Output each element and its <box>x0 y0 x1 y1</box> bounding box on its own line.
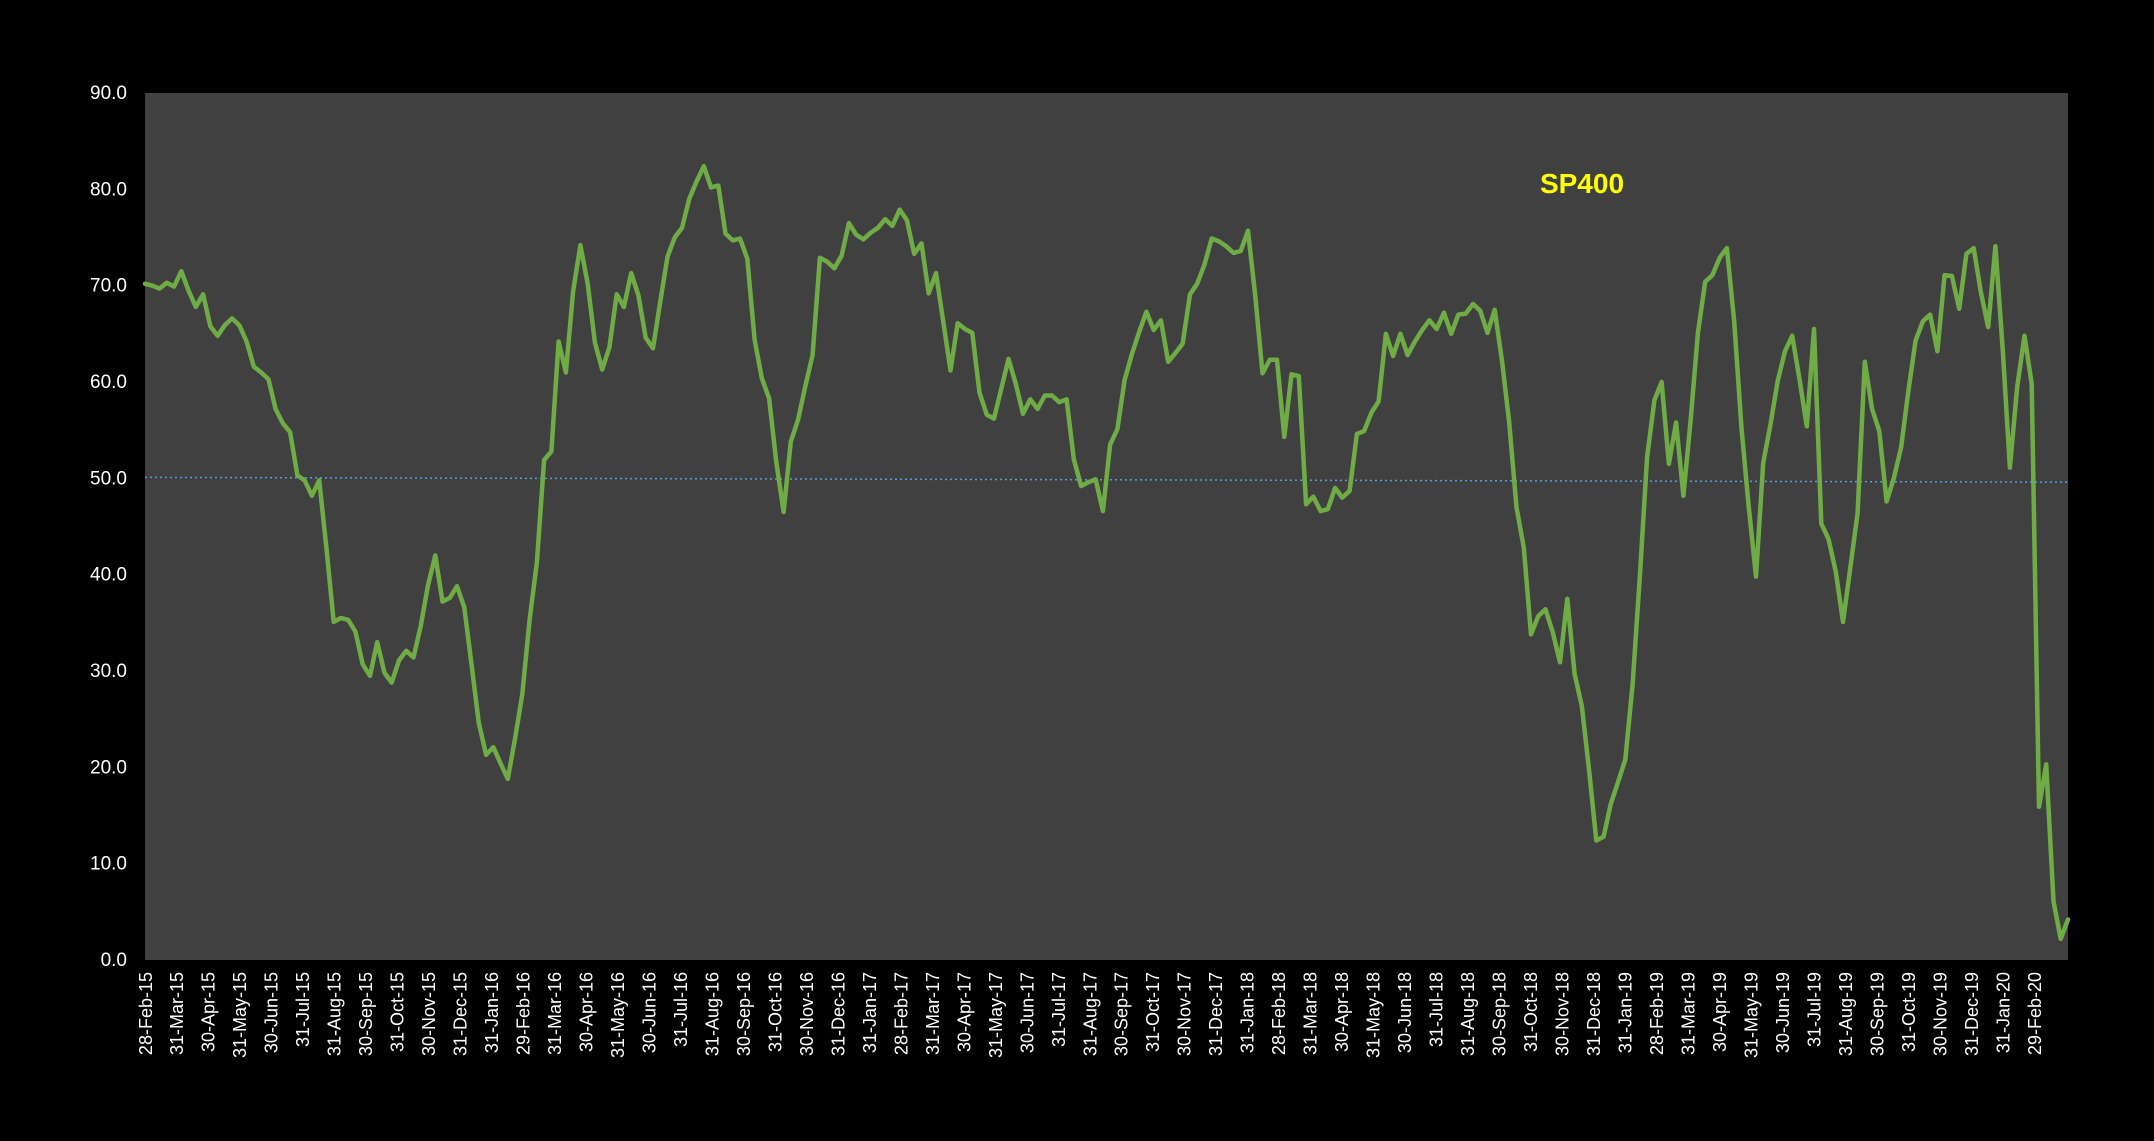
x-tick-label: 30-Apr-15 <box>199 972 219 1052</box>
x-tick-label: 28-Feb-17 <box>891 972 911 1055</box>
x-tick-label: 31-Aug-18 <box>1458 972 1478 1056</box>
x-tick-label: 31-Mar-15 <box>167 972 187 1055</box>
y-tick-label: 60.0 <box>90 372 127 393</box>
x-tick-label: 31-Aug-16 <box>702 972 722 1056</box>
x-tick-label: 31-May-19 <box>1741 972 1761 1058</box>
x-tick-label: 31-May-16 <box>608 972 628 1058</box>
series-layer <box>142 163 2071 942</box>
x-tick-label: 31-Oct-19 <box>1899 972 1919 1052</box>
x-tick-label: 30-Sep-16 <box>734 972 754 1056</box>
x-tick-label: 31-Jan-19 <box>1615 972 1635 1053</box>
x-tick-label: 30-Sep-15 <box>356 972 376 1056</box>
y-tick-label: 70.0 <box>90 276 127 297</box>
y-axis: 0.0 10.0 20.0 30.0 40.0 50.0 60.0 70.0 80.0 90.0 <box>90 83 127 971</box>
x-tick-label: 28-Feb-15 <box>136 972 156 1055</box>
y-tick-label: 0.0 <box>101 950 127 971</box>
x-tick-label: 31-Dec-19 <box>1962 972 1982 1056</box>
y-tick-label: 10.0 <box>90 854 127 875</box>
x-tick-label: 31-May-15 <box>230 972 250 1058</box>
x-tick-label: 31-Dec-18 <box>1584 972 1604 1056</box>
x-tick-label: 29-Feb-16 <box>514 972 534 1055</box>
x-tick-label: 31-May-18 <box>1364 972 1384 1058</box>
x-tick-label: 31-Jul-19 <box>1804 972 1824 1047</box>
x-tick-label: 30-Nov-16 <box>797 972 817 1056</box>
x-tick-label: 31-Jul-18 <box>1427 972 1447 1047</box>
x-tick-label: 31-Aug-19 <box>1836 972 1856 1056</box>
x-tick-label: 31-Jul-17 <box>1049 972 1069 1047</box>
x-tick-label: 30-Sep-19 <box>1867 972 1887 1056</box>
x-tick-label: 31-Oct-15 <box>388 972 408 1052</box>
x-tick-label: 31-May-17 <box>986 972 1006 1058</box>
x-tick-label: 30-Jun-15 <box>262 972 282 1053</box>
plot-area <box>145 93 2068 960</box>
x-tick-label: 31-Jan-20 <box>1993 972 2013 1053</box>
y-tick-label: 90.0 <box>90 83 127 104</box>
x-tick-label: 30-Nov-19 <box>1930 972 1950 1056</box>
x-tick-label: 31-Dec-15 <box>451 972 471 1056</box>
x-tick-label: 31-Dec-17 <box>1206 972 1226 1056</box>
x-tick-label: 30-Jun-19 <box>1773 972 1793 1053</box>
x-tick-label: 28-Feb-19 <box>1647 972 1667 1055</box>
x-tick-label: 31-Jul-15 <box>293 972 313 1047</box>
y-tick-label: 20.0 <box>90 757 127 778</box>
x-tick-label: 30-Apr-16 <box>577 972 597 1052</box>
y-tick-label: 30.0 <box>90 661 127 682</box>
x-tick-label: 30-Jun-17 <box>1017 972 1037 1053</box>
x-tick-label: 31-Jan-18 <box>1238 972 1258 1053</box>
x-tick-label: 30-Nov-17 <box>1175 972 1195 1056</box>
x-tick-label: 31-Jan-17 <box>860 972 880 1053</box>
x-tick-label: 30-Jun-16 <box>639 972 659 1053</box>
x-axis: 28-Feb-15 31-Mar-15 30-Apr-15 31-May-15 30-J… <box>136 972 2045 1058</box>
x-tick-label: 30-Nov-15 <box>419 972 439 1056</box>
x-tick-label: 30-Sep-18 <box>1490 972 1510 1056</box>
x-tick-label: 30-Apr-18 <box>1332 972 1352 1052</box>
x-tick-label: 30-Apr-19 <box>1710 972 1730 1052</box>
x-tick-label: 31-Mar-19 <box>1678 972 1698 1055</box>
x-tick-label: 31-Mar-16 <box>545 972 565 1055</box>
x-tick-label: 31-Dec-16 <box>828 972 848 1056</box>
x-tick-label: 31-Oct-16 <box>765 972 785 1052</box>
x-tick-label: 30-Sep-17 <box>1112 972 1132 1056</box>
x-tick-label: 31-Mar-17 <box>923 972 943 1055</box>
x-tick-label: 31-Aug-15 <box>325 972 345 1056</box>
x-tick-label: 31-Mar-18 <box>1301 972 1321 1055</box>
x-tick-label: 31-Jul-16 <box>671 972 691 1047</box>
series-line <box>142 163 2071 942</box>
y-tick-label: 40.0 <box>90 565 127 586</box>
x-tick-label: 30-Apr-17 <box>954 972 974 1052</box>
x-tick-label: 31-Oct-18 <box>1521 972 1541 1052</box>
x-tick-label: 30-Jun-18 <box>1395 972 1415 1053</box>
y-tick-label: 50.0 <box>90 468 127 489</box>
x-tick-label: 29-Feb-20 <box>2025 972 2045 1055</box>
x-tick-label: 31-Oct-17 <box>1143 972 1163 1052</box>
x-tick-label: 31-Jan-16 <box>482 972 502 1053</box>
x-tick-label: 30-Nov-18 <box>1553 972 1573 1056</box>
x-tick-label: 28-Feb-18 <box>1269 972 1289 1055</box>
y-tick-label: 80.0 <box>90 179 127 200</box>
x-tick-label: 31-Aug-17 <box>1080 972 1100 1056</box>
chart-title: SP400 <box>1540 168 1624 199</box>
